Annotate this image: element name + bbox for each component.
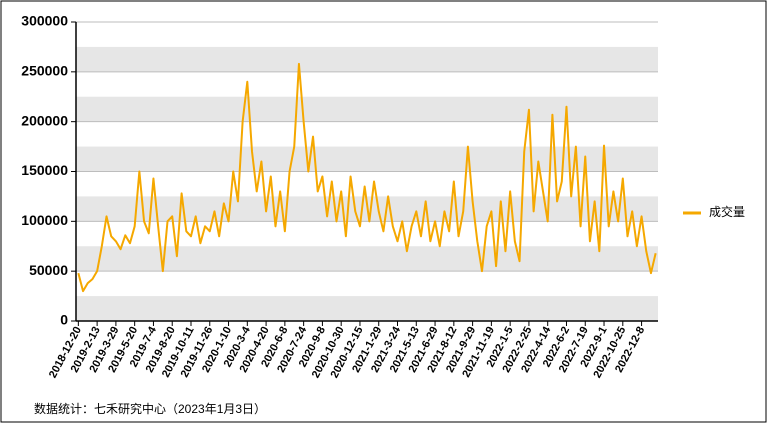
y-tick-label: 100000 <box>21 212 68 228</box>
line-series <box>77 62 657 293</box>
y-tick-label: 300000 <box>21 13 68 29</box>
y-tick-label: 150000 <box>21 162 68 178</box>
y-tick-label: 200000 <box>21 112 68 128</box>
y-tick-label: 0 <box>60 312 68 328</box>
grid-band <box>76 46 658 72</box>
y-tick-label: 250000 <box>21 63 68 79</box>
source-note: 数据统计：七禾研究中心（2023年1月3日） <box>34 401 266 416</box>
grid-band <box>76 246 658 272</box>
grid-band <box>76 296 658 321</box>
legend-label: 成交量 <box>709 204 745 219</box>
y-tick-label: 50000 <box>29 262 68 278</box>
grid-band <box>76 96 658 122</box>
grid-band <box>76 146 658 172</box>
